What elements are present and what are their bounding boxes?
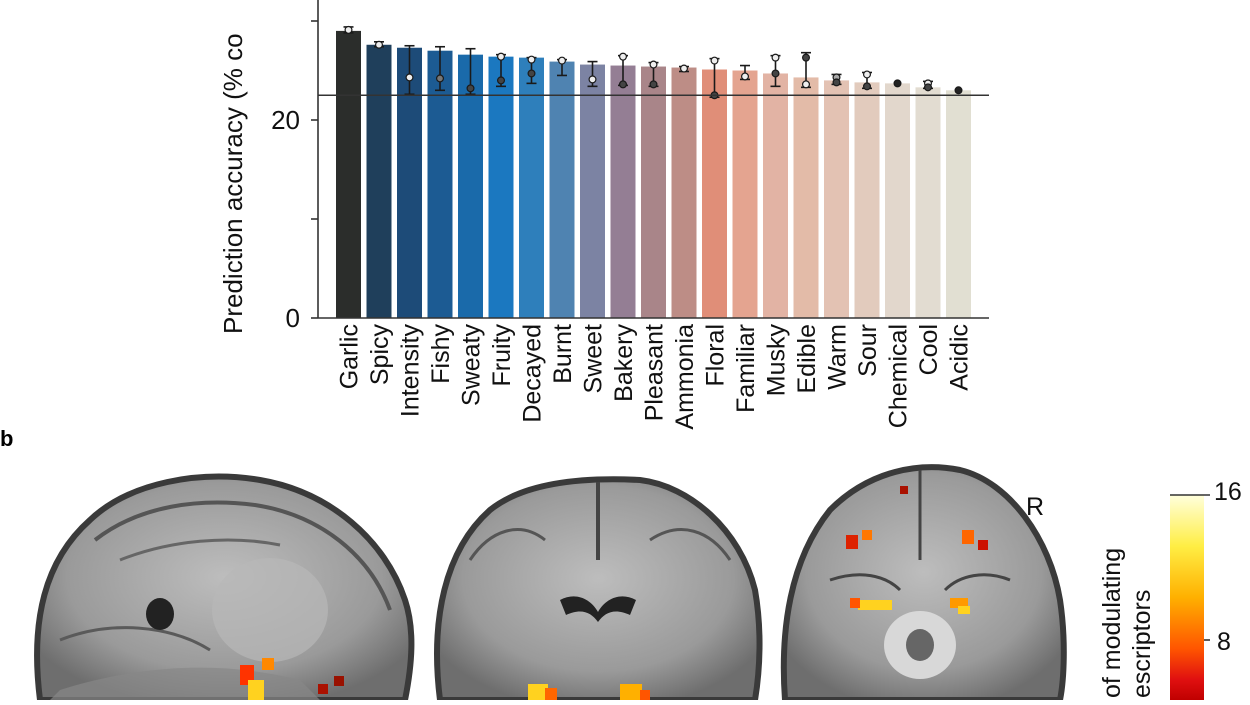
sagittal-slice xyxy=(34,473,415,703)
colorbar-mid-label: 8 xyxy=(1217,628,1231,656)
bar-fruity xyxy=(488,56,514,318)
subject-point-sour-2 xyxy=(862,82,871,91)
category-label-warm: Warm xyxy=(824,324,852,390)
category-label-sweaty: Sweaty xyxy=(458,324,486,406)
bar-acidic xyxy=(946,90,971,318)
colorbar-gradient xyxy=(1170,495,1204,700)
bar-chemical xyxy=(885,83,910,319)
category-labels-group: Garlic Spicy Intensity Fishy Sweaty Fruity Dec… xyxy=(336,324,974,430)
subject-point-spicy-1 xyxy=(375,40,384,49)
colorbar-max-label: 16 xyxy=(1214,478,1242,506)
axial-slice xyxy=(780,464,1067,703)
subject-point-chemical-1 xyxy=(893,79,902,88)
bar-musky xyxy=(763,73,788,318)
subject-point-bakery-2 xyxy=(618,80,627,89)
subject-point-musky-1 xyxy=(771,53,780,62)
subject-point-edible-1 xyxy=(801,53,810,62)
panel-b-letter: b xyxy=(0,426,13,451)
category-label-decayed: Decayed xyxy=(519,324,547,423)
category-label-garlic: Garlic xyxy=(336,324,364,389)
y-tick-label-0: 0 xyxy=(286,303,300,333)
subject-point-sour-1 xyxy=(862,70,871,79)
orientation-label: R xyxy=(1026,493,1044,521)
subject-point-acidic-1 xyxy=(954,86,963,95)
colorbar: 16 8 of modulating escriptors xyxy=(1098,478,1242,700)
bar-garlic xyxy=(336,30,361,319)
category-label-floral: Floral xyxy=(702,324,730,387)
category-label-burnt: Burnt xyxy=(549,324,577,384)
bar-pleasant xyxy=(641,66,666,318)
subject-point-fruity-2 xyxy=(497,76,506,85)
subject-point-edible-2 xyxy=(801,80,810,89)
bar-spicy xyxy=(366,44,392,318)
bar-warm xyxy=(824,80,849,319)
category-label-ammonia: Ammonia xyxy=(671,324,699,430)
subject-point-pleasant-1 xyxy=(649,60,658,69)
subject-point-intensity-1 xyxy=(405,73,414,82)
subject-point-sweaty-1 xyxy=(466,84,475,93)
category-label-spicy: Spicy xyxy=(366,324,394,386)
bar-familiar xyxy=(732,70,758,318)
category-label-bakery: Bakery xyxy=(610,324,638,402)
subject-point-bakery-1 xyxy=(618,52,627,61)
subject-point-decayed-1 xyxy=(527,69,536,78)
subject-point-warm-2 xyxy=(832,78,841,87)
bar-cool xyxy=(915,87,941,318)
colorbar-title-line2: escriptors xyxy=(1128,590,1156,698)
subject-point-familiar-1 xyxy=(740,72,749,81)
bar-sweaty xyxy=(458,54,483,318)
subject-point-floral-1 xyxy=(710,56,719,65)
category-label-familiar: Familiar xyxy=(732,324,760,413)
coronal-slice xyxy=(434,476,763,703)
subject-point-musky-2 xyxy=(771,69,780,78)
bar-bakery xyxy=(610,65,636,318)
y-tick-label-20: 20 xyxy=(271,105,300,135)
subject-point-sweet-1 xyxy=(588,75,597,84)
bar-edible xyxy=(793,77,819,319)
y-axis-label: Prediction accuracy (% co xyxy=(218,33,248,334)
bar-floral xyxy=(702,69,727,318)
subject-point-ammonia-1 xyxy=(679,64,688,73)
category-label-musky: Musky xyxy=(763,324,791,397)
category-label-edible: Edible xyxy=(793,324,821,394)
category-label-acidic: Acidic xyxy=(946,324,974,391)
bar-sweet xyxy=(580,64,605,318)
category-label-intensity: Intensity xyxy=(397,324,425,418)
bar-ammonia xyxy=(671,67,697,318)
subject-point-cool-2 xyxy=(923,83,932,92)
prediction-accuracy-chart: 0 20 Garlic Spicy Intensity Fishy Sweaty Fruit… xyxy=(218,0,989,430)
subject-point-fishy-1 xyxy=(436,74,445,83)
category-label-fishy: Fishy xyxy=(427,324,455,384)
colorbar-title-line1: of modulating xyxy=(1098,548,1126,698)
category-label-sweet: Sweet xyxy=(580,324,608,394)
subject-point-burnt-1 xyxy=(557,56,566,65)
subject-point-garlic-1 xyxy=(344,25,353,34)
bar-sour xyxy=(854,82,880,318)
category-label-pleasant: Pleasant xyxy=(641,324,669,421)
bar-decayed xyxy=(519,57,544,318)
category-label-cool: Cool xyxy=(915,324,943,375)
category-label-fruity: Fruity xyxy=(488,324,516,387)
subject-point-decayed-2 xyxy=(527,55,536,64)
bar-burnt xyxy=(549,61,575,319)
error-bars-group xyxy=(343,25,963,100)
y-ticks-group: 0 20 xyxy=(271,20,318,333)
subject-point-pleasant-2 xyxy=(649,80,658,89)
category-label-sour: Sour xyxy=(854,324,882,377)
subject-point-fruity-1 xyxy=(497,52,506,61)
category-label-chemical: Chemical xyxy=(885,324,913,428)
